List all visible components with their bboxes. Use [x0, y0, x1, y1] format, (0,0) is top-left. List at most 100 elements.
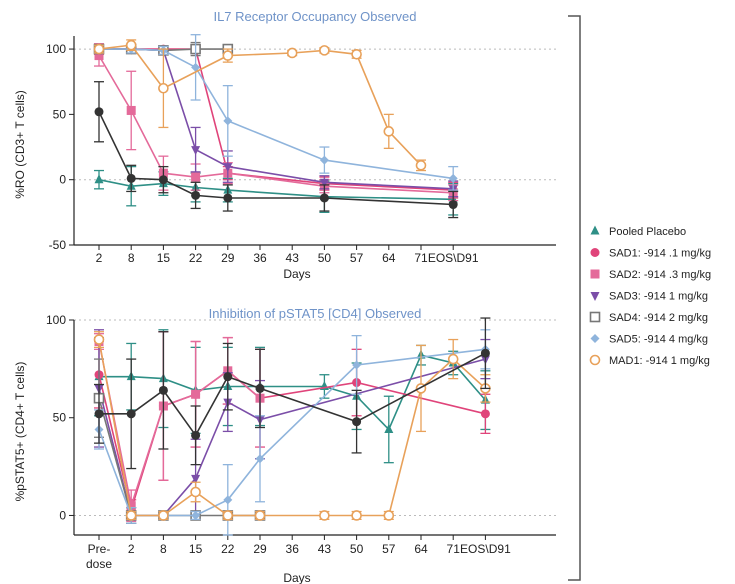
chart-title: Inhibition of pSTAT5 [CD4] Observed	[209, 306, 422, 321]
right-bracket	[568, 15, 581, 581]
x-tick-label: 2	[128, 542, 135, 556]
data-point	[254, 510, 266, 521]
x-tick-label: Pre-dose	[86, 542, 112, 571]
data-point	[126, 409, 136, 419]
data-point	[352, 417, 362, 427]
data-point	[223, 116, 233, 126]
x-tick-label: 29	[253, 542, 267, 556]
data-point	[158, 82, 169, 94]
legend-label: Pooled Placebo	[609, 226, 686, 238]
data-point	[319, 510, 330, 521]
data-point	[191, 474, 201, 484]
data-point	[191, 172, 201, 182]
data-point	[223, 372, 233, 382]
data-point	[352, 360, 362, 370]
data-point	[191, 389, 201, 399]
series-line	[99, 352, 486, 437]
x-tick-label: 64	[414, 542, 428, 556]
legend-marker	[590, 269, 600, 279]
x-tick-label: 71	[414, 251, 428, 265]
y-tick-label: 50	[53, 411, 67, 425]
legend-marker	[590, 225, 600, 235]
x-tick-label: 50	[350, 542, 364, 556]
legend-marker	[590, 334, 600, 343]
x-tick-label: 50	[318, 251, 332, 265]
data-point	[223, 193, 233, 203]
data-point	[222, 510, 234, 521]
data-point	[158, 175, 168, 185]
x-tick-label: EOS\D91	[460, 542, 511, 556]
x-tick-label: 8	[128, 251, 135, 265]
legend-item: SAD1: -914 .1 mg/kg	[590, 248, 711, 260]
legend-marker	[590, 292, 600, 301]
legend-item: SAD3: -914 1 mg/kg	[590, 291, 708, 303]
data-point	[126, 105, 136, 115]
data-point	[93, 334, 105, 345]
series-7	[94, 81, 459, 219]
y-tick-label: 50	[53, 107, 67, 121]
series-line	[98, 55, 454, 194]
y-tick-label: -50	[49, 238, 67, 252]
data-point	[255, 454, 265, 464]
x-tick-label: 71	[447, 542, 461, 556]
series-line	[98, 44, 422, 166]
x-tick-label: 22	[221, 542, 235, 556]
data-point	[223, 163, 233, 173]
series-7	[94, 317, 491, 470]
x-tick-label: 43	[286, 251, 300, 265]
legend-label: SAD5: -914 4 mg/kg	[609, 334, 708, 346]
data-point	[448, 173, 458, 183]
data-point	[480, 348, 490, 358]
x-tick-label: 57	[350, 251, 364, 265]
data-point	[126, 501, 136, 511]
legend-marker	[590, 248, 600, 257]
data-point	[383, 510, 395, 521]
data-point	[351, 48, 362, 60]
x-tick-label: 36	[286, 542, 300, 556]
y-tick-label: 100	[46, 42, 66, 56]
y-tick-label: 0	[59, 508, 66, 522]
series-line	[98, 369, 486, 513]
series-line	[99, 48, 454, 191]
data-point	[126, 173, 136, 183]
series-2	[94, 331, 265, 522]
legend-item: Pooled Placebo	[590, 225, 686, 238]
legend-marker	[589, 311, 601, 323]
data-point	[125, 510, 137, 521]
data-point	[191, 146, 201, 156]
legend-label: SAD1: -914 .1 mg/kg	[609, 248, 711, 260]
legend-item: SAD4: -914 2 mg/kg	[589, 311, 708, 324]
data-point	[94, 174, 104, 184]
data-point	[319, 193, 329, 203]
data-point	[94, 51, 104, 61]
legend-item: MAD1: -914 1 mg/kg	[589, 354, 710, 367]
series-0	[94, 329, 491, 464]
x-tick-label: 29	[221, 251, 235, 265]
legend-marker	[589, 354, 601, 366]
data-point	[384, 423, 394, 433]
data-point	[448, 200, 458, 210]
x-tick-label: 36	[253, 251, 267, 265]
y-axis-label: %RO (CD3+ T cells)	[13, 90, 27, 199]
data-point	[191, 510, 201, 520]
series-5	[94, 34, 459, 191]
pstat5-chart: Inhibition of pSTAT5 [CD4] Observed 0 50 10…	[13, 306, 556, 584]
x-tick-label: 15	[189, 542, 203, 556]
series-1	[94, 331, 491, 521]
data-point	[319, 155, 329, 165]
series-line	[98, 341, 261, 509]
x-tick-label: EOS\D91	[428, 251, 479, 265]
legend-item: SAD5: -914 4 mg/kg	[590, 334, 708, 346]
x-tick-label: 8	[160, 542, 167, 556]
ro-chart: IL7 Receptor Occupancy Observed -50 0 50 100…	[13, 9, 556, 281]
series-6	[93, 331, 491, 521]
data-point	[415, 160, 427, 171]
x-tick-label: 22	[189, 251, 203, 265]
data-point	[158, 385, 168, 395]
data-point	[255, 383, 265, 393]
x-tick-label: 43	[318, 542, 332, 556]
x-tick-label: 64	[382, 251, 396, 265]
data-point	[190, 486, 201, 498]
chart-title: IL7 Receptor Occupancy Observed	[213, 9, 416, 24]
